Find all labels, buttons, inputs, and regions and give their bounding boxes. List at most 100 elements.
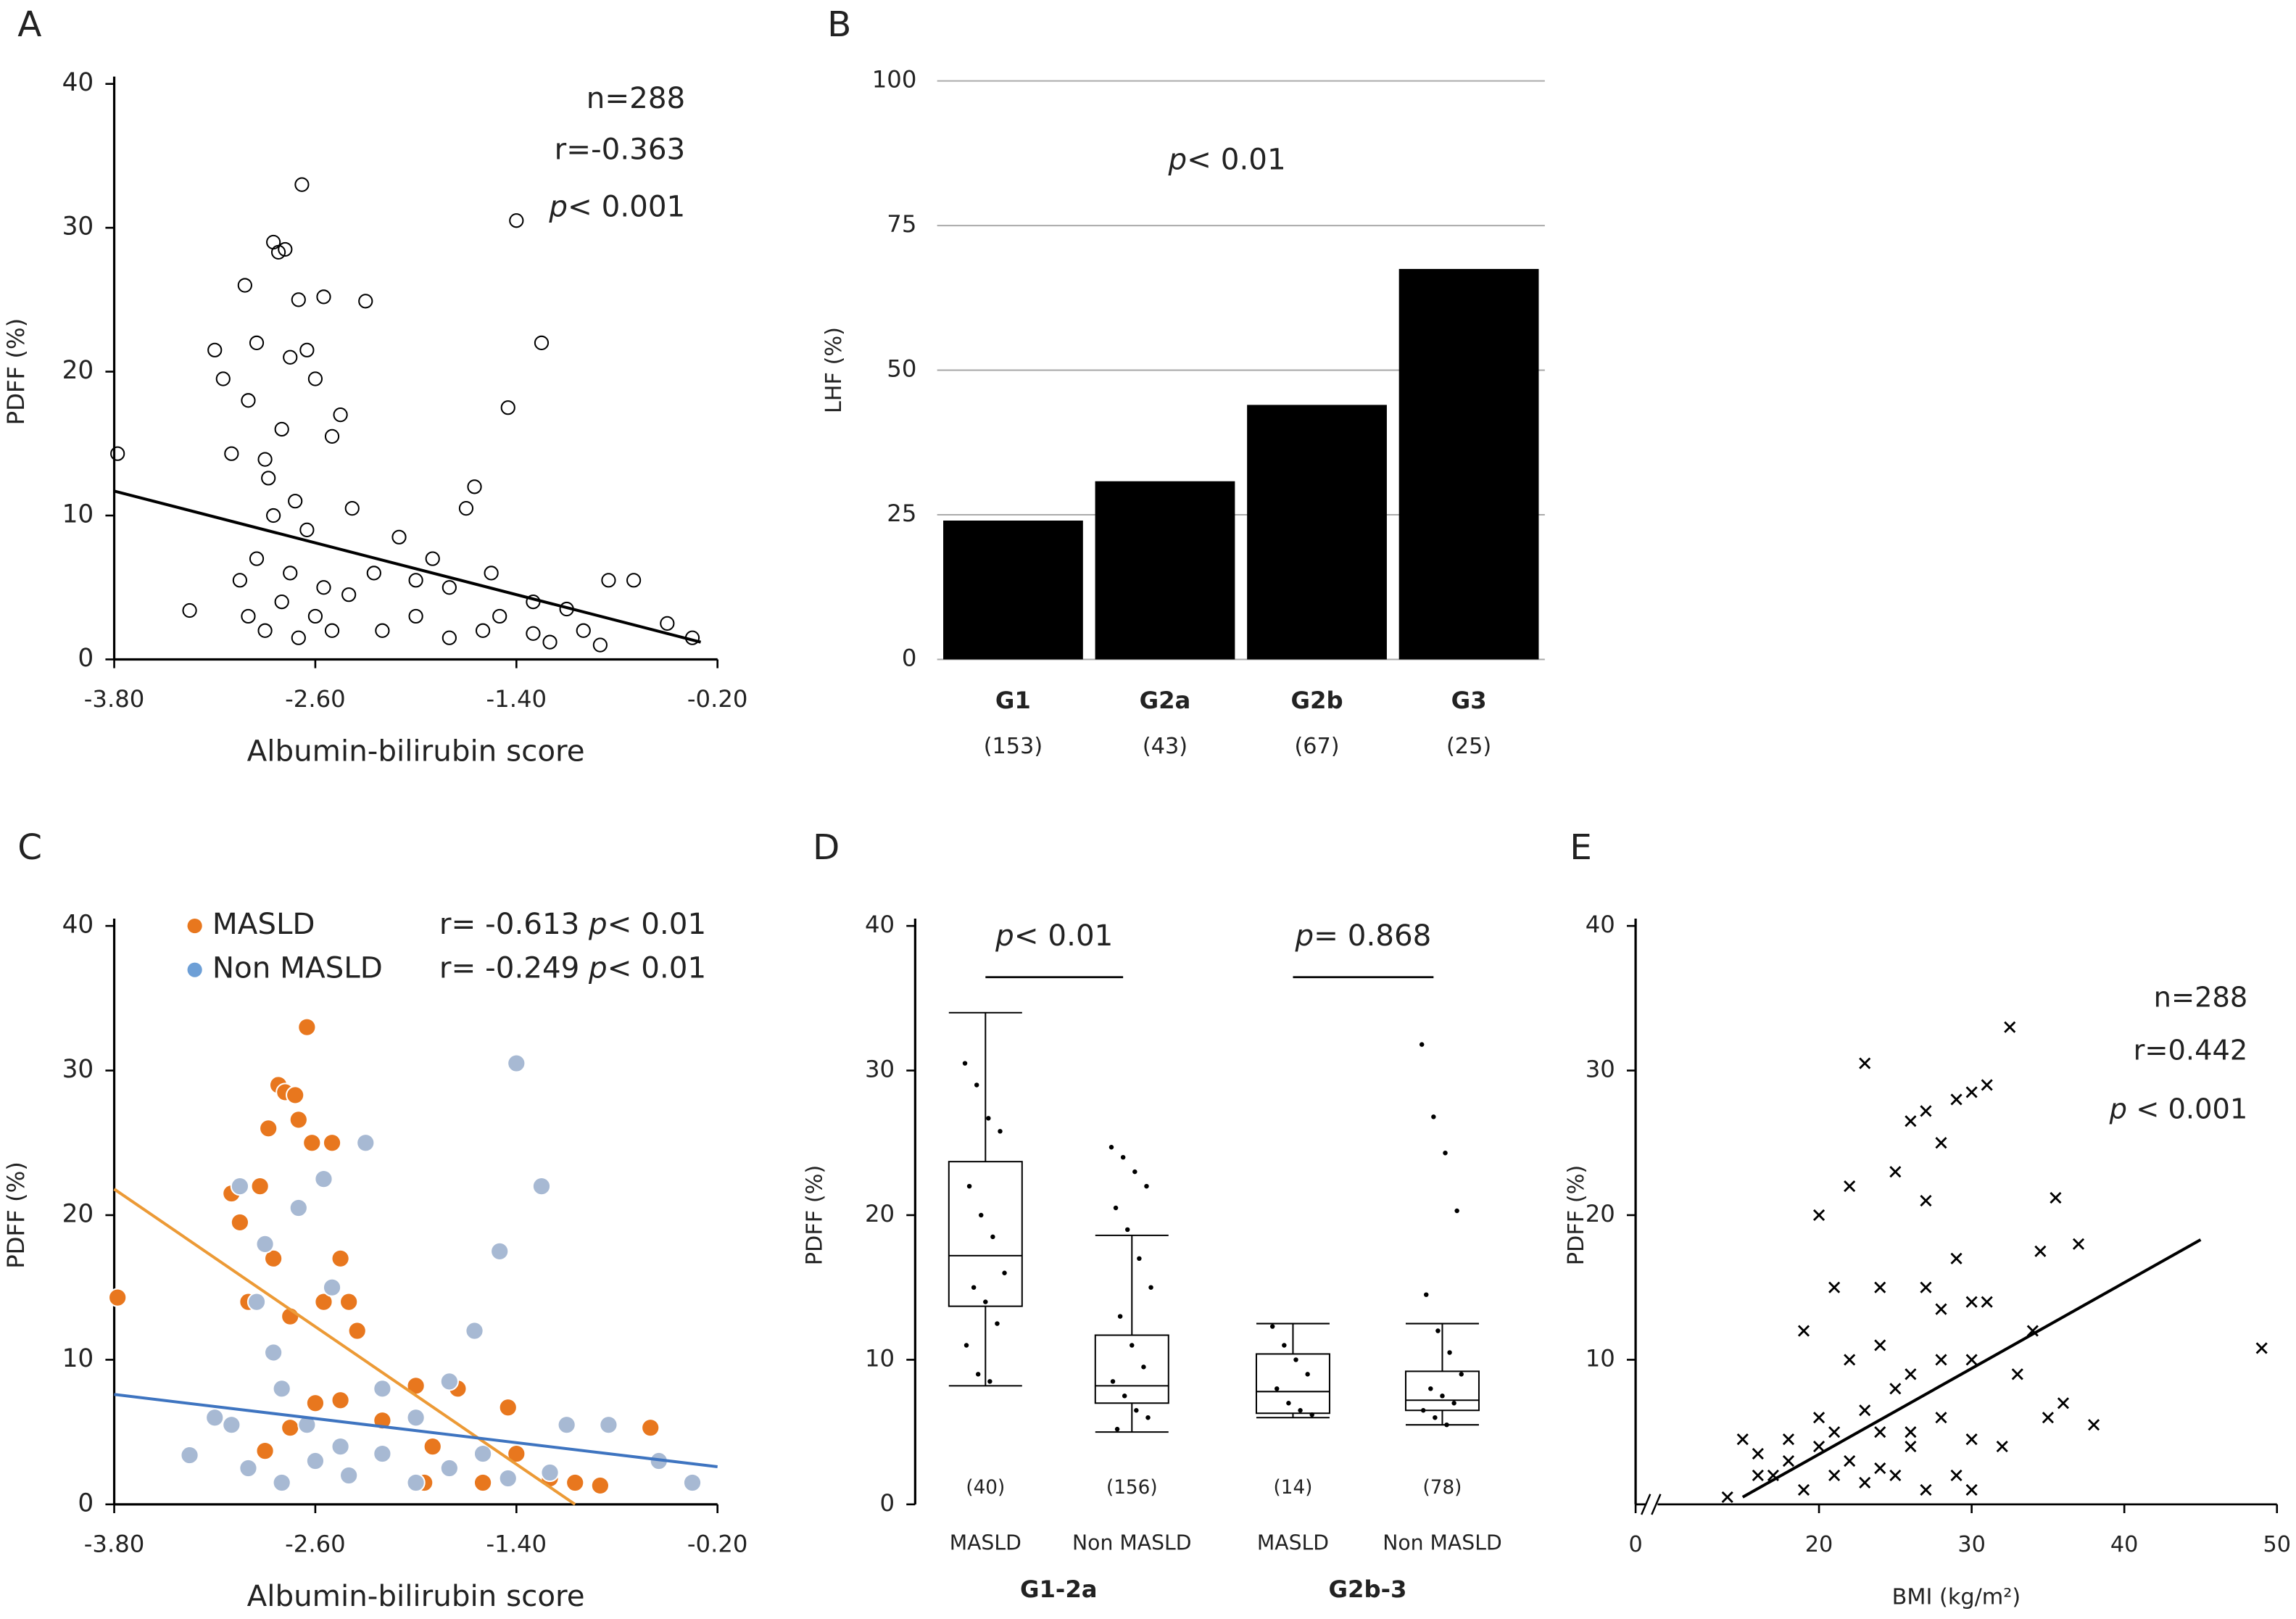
point — [366, 566, 381, 581]
legend-label: MASLD — [212, 907, 315, 941]
point — [246, 1292, 267, 1312]
y-tick-label: 75 — [887, 210, 916, 238]
point — [249, 335, 265, 350]
point — [272, 1379, 291, 1399]
point — [1114, 1426, 1120, 1432]
y-tick-label: 25 — [887, 500, 916, 527]
point — [458, 501, 474, 516]
bar — [1247, 405, 1387, 660]
point — [1113, 1205, 1119, 1211]
point — [473, 1473, 493, 1493]
point — [2255, 1342, 2268, 1354]
point — [1454, 1208, 1459, 1214]
x-tick-label: 40 — [2110, 1532, 2139, 1557]
point — [324, 623, 340, 638]
box — [1404, 1370, 1480, 1412]
panel-label: A — [17, 4, 41, 45]
point — [1828, 1469, 1841, 1482]
point — [1459, 1372, 1464, 1377]
point — [1859, 1476, 1871, 1489]
trend-line — [1741, 1238, 2202, 1499]
point — [1141, 1365, 1146, 1370]
point — [442, 580, 457, 595]
point — [442, 630, 457, 645]
point — [305, 1451, 326, 1471]
point — [255, 1441, 275, 1461]
point — [331, 1249, 350, 1268]
x-tick-label: G2a — [1140, 687, 1191, 714]
point — [1447, 1350, 1452, 1355]
point — [241, 608, 256, 624]
annotation: n=288 — [2154, 982, 2248, 1014]
point — [182, 603, 197, 618]
point — [110, 446, 125, 461]
annotation: r=-0.363 — [555, 133, 686, 167]
point — [1905, 1115, 1917, 1127]
x-tick-label: Non MASLD — [1072, 1531, 1192, 1554]
point — [1905, 1368, 1917, 1380]
point — [1935, 1412, 1947, 1424]
point — [1424, 1292, 1429, 1297]
point — [307, 608, 323, 624]
point — [660, 616, 675, 631]
point — [375, 623, 390, 638]
point — [264, 1343, 283, 1362]
y-tick-label: 40 — [62, 68, 94, 97]
point — [406, 1473, 426, 1493]
y-tick-label: 0 — [78, 1488, 94, 1517]
point — [1828, 1281, 1841, 1293]
y-tick-label: 100 — [872, 66, 917, 94]
point — [305, 1394, 326, 1413]
point — [966, 1183, 972, 1189]
x-tick-label: -0.20 — [687, 685, 748, 713]
point — [1797, 1325, 1810, 1337]
point — [239, 1458, 258, 1478]
x-tick-label: MASLD — [1257, 1531, 1329, 1554]
y-tick-label: 10 — [62, 1344, 94, 1373]
point — [1137, 1256, 1142, 1262]
point — [1889, 1166, 1902, 1178]
point — [1134, 1408, 1139, 1413]
y-axis-label: LHF (%) — [821, 327, 847, 413]
y-axis-label: PDFF (%) — [803, 1165, 828, 1265]
point — [283, 349, 298, 365]
x-tick-label: -1.40 — [486, 685, 547, 713]
y-tick-label: 30 — [62, 1055, 94, 1084]
point — [1124, 1227, 1130, 1233]
count-label: (67) — [1294, 734, 1339, 759]
y-tick-label: 30 — [1586, 1056, 1615, 1083]
point — [590, 1475, 610, 1496]
x-tick-label: MASLD — [950, 1531, 1021, 1554]
point — [592, 637, 608, 653]
x-tick-label: -2.60 — [285, 1530, 346, 1557]
point — [278, 241, 293, 257]
x-tick-label: G3 — [1451, 687, 1487, 714]
point — [599, 1415, 618, 1435]
point — [307, 371, 323, 386]
point — [465, 1321, 484, 1341]
point — [257, 623, 273, 638]
panel-label: B — [827, 4, 851, 45]
point — [237, 278, 252, 293]
point — [215, 371, 231, 386]
point — [322, 1278, 342, 1297]
point — [373, 1379, 392, 1399]
point — [286, 1085, 305, 1105]
point — [576, 623, 591, 638]
point — [266, 234, 281, 250]
point — [467, 479, 482, 494]
point — [1451, 1401, 1456, 1406]
point — [1965, 1296, 1978, 1308]
point — [1874, 1426, 1886, 1438]
point — [1433, 1415, 1438, 1420]
point — [2034, 1245, 2047, 1257]
point — [1950, 1252, 1963, 1264]
count-label: (14) — [1274, 1477, 1313, 1499]
point — [1443, 1150, 1448, 1156]
point — [1797, 1483, 1810, 1496]
point — [1920, 1483, 1932, 1496]
point — [283, 566, 298, 581]
point — [1935, 1137, 1947, 1149]
point — [255, 1234, 275, 1254]
point — [1132, 1169, 1137, 1175]
